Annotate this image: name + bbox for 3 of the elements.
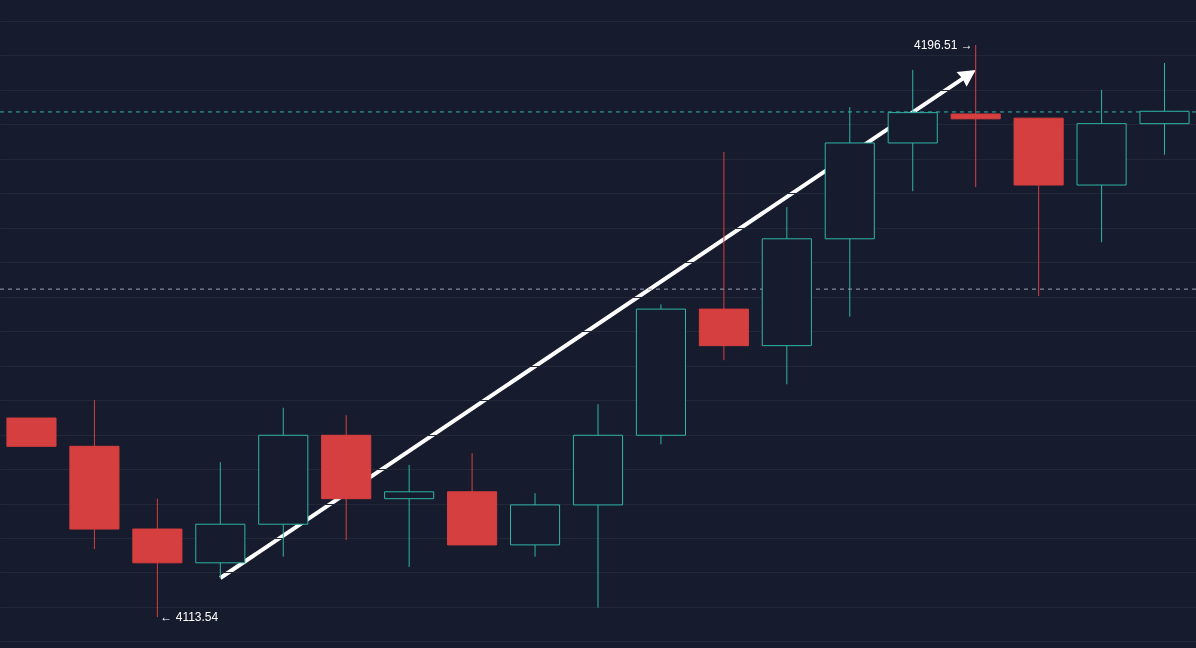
annotation: 4196.51 → <box>913 38 973 52</box>
candlestick <box>384 464 435 568</box>
annotation: ← 4113.54 <box>160 610 219 624</box>
